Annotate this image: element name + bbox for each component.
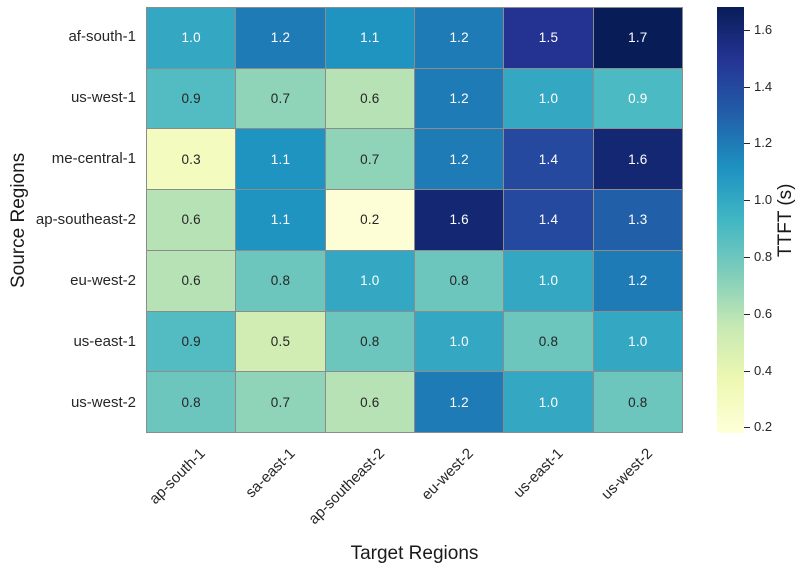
heatmap-cell: 0.8: [415, 250, 504, 311]
heatmap-cell: 1.0: [147, 8, 236, 68]
colorbar-tick-label: 0.6: [754, 305, 773, 321]
heatmap-grid: 1.0 1.2 1.1 1.2 1.5 1.7 0.9 0.7 0.6 1.2 1.0 0.9 0.3 1…: [146, 7, 683, 433]
colorbar-tick-label: 0.2: [754, 419, 773, 435]
heatmap-cell: 0.3: [147, 129, 236, 190]
y-tick-label: us-west-1: [70, 89, 136, 107]
x-axis-title: Target Regions: [350, 543, 479, 564]
heatmap-cell: 1.7: [593, 8, 682, 68]
colorbar-tick-mark: [744, 256, 750, 258]
heatmap-cell: 0.8: [325, 311, 414, 372]
x-tick-label: sa-east-1: [242, 445, 299, 502]
heatmap-cell: 1.6: [415, 190, 504, 250]
y-tick-label: me-central-1: [51, 150, 136, 168]
heatmap-cell: 1.2: [593, 250, 682, 311]
heatmap-cell: 1.2: [415, 68, 504, 129]
colorbar-tick-label: 1.6: [754, 21, 773, 37]
heatmap-cell: 0.7: [236, 372, 325, 432]
heatmap-cell: 0.5: [236, 311, 325, 372]
heatmap-cell: 0.9: [147, 311, 236, 372]
colorbar-label: TTFT (s): [775, 183, 796, 257]
heatmap-cell: 0.6: [147, 250, 236, 311]
heatmap-cell: 1.0: [325, 250, 414, 311]
heatmap-cell: 0.9: [593, 68, 682, 129]
heatmap-cell: 0.6: [325, 68, 414, 129]
colorbar-tick-label: 0.4: [754, 362, 773, 378]
heatmap-cell: 0.6: [325, 372, 414, 432]
colorbar-tick-mark: [744, 313, 750, 315]
y-tick-label: eu-west-2: [70, 271, 136, 289]
heatmap-cell: 1.0: [593, 311, 682, 372]
colorbar-tick-mark: [744, 143, 750, 145]
heatmap-cell: 1.3: [593, 190, 682, 250]
colorbar-tick-label: 1.4: [754, 78, 773, 94]
heatmap-cell: 0.7: [236, 68, 325, 129]
colorbar: 0.2 0.4 0.6 0.8 1.0 1.2 1.4 1.6 TTFT (s): [717, 7, 800, 435]
heatmap-cell: 1.4: [504, 190, 593, 250]
heatmap-cell: 0.8: [236, 250, 325, 311]
x-tick-label: eu-west-2: [418, 445, 478, 504]
x-tick-label: us-west-2: [598, 445, 657, 504]
heatmap-cell: 1.4: [504, 129, 593, 190]
heatmap-cell: 1.2: [236, 8, 325, 68]
heatmap-cell: 1.2: [415, 8, 504, 68]
heatmap-cell: 0.6: [147, 190, 236, 250]
heatmap-cell: 1.0: [415, 311, 504, 372]
heatmap-cell: 1.6: [593, 129, 682, 190]
colorbar-tick-label: 0.8: [754, 248, 773, 264]
y-tick-label: us-west-2: [70, 393, 136, 411]
heatmap-cell: 1.0: [504, 372, 593, 432]
heatmap-cell: 0.8: [147, 372, 236, 432]
colorbar-tick-mark: [744, 370, 750, 372]
heatmap-cell: 0.2: [325, 190, 414, 250]
heatmap-cell: 1.1: [236, 190, 325, 250]
colorbar-tick-label: 1.0: [754, 192, 773, 208]
colorbar-gradient: [717, 7, 744, 433]
colorbar-tick-mark: [744, 29, 750, 31]
heatmap-cell: 1.1: [236, 129, 325, 190]
colorbar-tick-mark: [744, 86, 750, 88]
colorbar-tick-mark: [744, 200, 750, 202]
y-tick-label: af-south-1: [68, 28, 136, 46]
y-tick-label: us-east-1: [73, 332, 136, 350]
heatmap-cell: 0.7: [325, 129, 414, 190]
x-tick-label: ap-south-1: [146, 445, 209, 508]
heatmap-cell: 0.8: [593, 372, 682, 432]
heatmap-cell: 1.0: [504, 250, 593, 311]
y-tick-label: ap-southeast-2: [35, 211, 136, 228]
heatmap-cell: 1.0: [504, 68, 593, 129]
heatmap-cell: 0.9: [147, 68, 236, 129]
heatmap-cell: 1.2: [415, 129, 504, 190]
heatmap-cell: 1.2: [415, 372, 504, 432]
heatmap-cell: 1.1: [325, 8, 414, 68]
colorbar-tick-mark: [744, 427, 750, 429]
heatmap-cell: 0.8: [504, 311, 593, 372]
x-tick-label: us-east-1: [510, 445, 567, 502]
colorbar-tick-label: 1.2: [754, 135, 773, 151]
x-tick-label: ap-southeast-2: [304, 445, 388, 528]
heatmap-cell: 1.5: [504, 8, 593, 68]
